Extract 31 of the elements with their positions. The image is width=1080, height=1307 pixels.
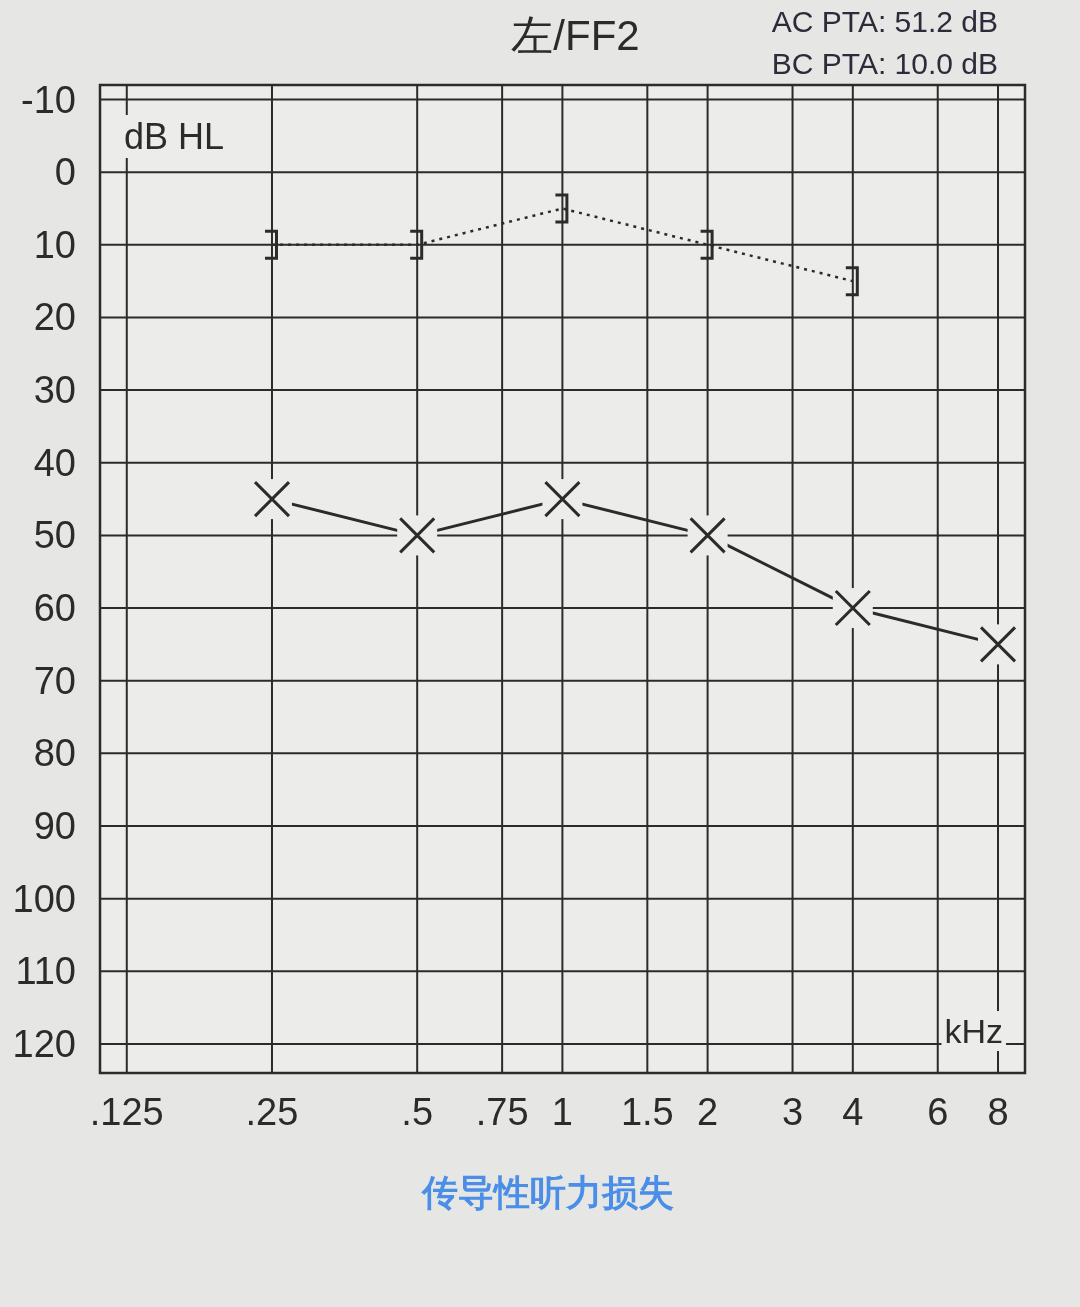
y-tick-label: 20: [33, 296, 76, 339]
x-tick-label: .5: [401, 1091, 434, 1133]
x-tick-label: .125: [89, 1091, 164, 1133]
y-tick-label: -10: [21, 78, 76, 121]
text: BC PTA: 10.0 dB: [771, 47, 998, 80]
y-tick-label: 50: [33, 514, 76, 557]
x-tick-label: 2: [697, 1091, 719, 1133]
x-tick-label: .25: [245, 1091, 299, 1133]
y-tick-label: 0: [54, 151, 76, 194]
y-tick-label: 110: [15, 950, 76, 993]
x-tick-label: 4: [842, 1091, 864, 1133]
x-tick-label: 3: [781, 1091, 804, 1133]
chart-title: 左/FF2: [511, 12, 640, 59]
y-tick-label: 30: [33, 369, 76, 412]
x-tick-label: 6: [927, 1091, 949, 1133]
x-tick-label: 1: [551, 1091, 573, 1133]
x-tick-label: 1.5: [620, 1091, 674, 1133]
y-tick-label: 40: [33, 441, 76, 484]
y-tick-label: 80: [33, 732, 76, 775]
y-tick-label: 120: [12, 1022, 76, 1065]
text: 传导性听力损失: [420, 1172, 674, 1213]
x-axis-title: kHz: [944, 1012, 1003, 1050]
y-tick-label: 100: [12, 877, 76, 920]
x-tick-label: 8: [987, 1091, 1009, 1133]
x-tick-label: .75: [475, 1091, 529, 1133]
y-tick-label: 70: [33, 659, 76, 702]
text: AC PTA: 51.2 dB: [771, 5, 998, 38]
y-tick-label: 60: [33, 587, 76, 630]
y-axis-title: dB HL: [124, 116, 225, 157]
y-tick-label: 90: [33, 805, 76, 847]
y-tick-label: 10: [33, 223, 76, 266]
